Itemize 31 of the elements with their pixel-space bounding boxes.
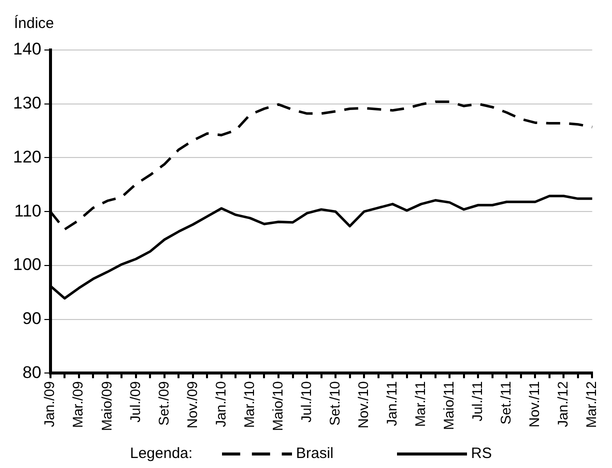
y-axis-title: Índice (14, 14, 54, 32)
x-tick-label: Maio/10 (269, 380, 286, 432)
y-tick-label: 130 (12, 94, 42, 113)
y-tick-label: 100 (12, 255, 42, 274)
y-tick-label: 140 (12, 40, 42, 59)
y-tick-label: 120 (12, 147, 42, 166)
x-tick-label: Nov./11 (526, 380, 542, 428)
x-tick-label: Mar./10 (240, 380, 257, 428)
x-tick-label: Jan./11 (383, 380, 400, 426)
x-tick-label: Set./09 (155, 380, 172, 426)
x-tick-label: Jul./09 (126, 380, 143, 422)
x-tick-label: Jul./11 (468, 380, 485, 422)
x-tick-label: Mar./09 (70, 380, 86, 428)
x-tick-label: Maio/09 (98, 380, 114, 432)
x-tick-label: Mar./11 (412, 380, 428, 427)
legend-label: RS (471, 445, 492, 462)
y-tick-label: 80 (22, 362, 42, 382)
x-tick-label: Jul./10 (298, 380, 314, 422)
x-tick-label: Jan./10 (212, 380, 228, 428)
x-tick-label: Jan./12 (554, 380, 571, 428)
x-tick-label: Set./10 (326, 380, 342, 426)
legend-title: Legenda: (130, 445, 193, 462)
legend-label: Brasil (296, 445, 334, 462)
x-tick-label: Nov./09 (184, 380, 200, 428)
x-tick-label: Mar./12 (583, 380, 600, 428)
x-tick-label: Maio/11 (440, 380, 456, 430)
y-tick-label: 110 (14, 201, 42, 220)
y-tick-label: 90 (22, 309, 42, 328)
x-tick-label: Jan./09 (41, 380, 58, 428)
x-tick-label: Nov./10 (354, 380, 371, 428)
x-tick-label: Set./11 (498, 380, 514, 425)
